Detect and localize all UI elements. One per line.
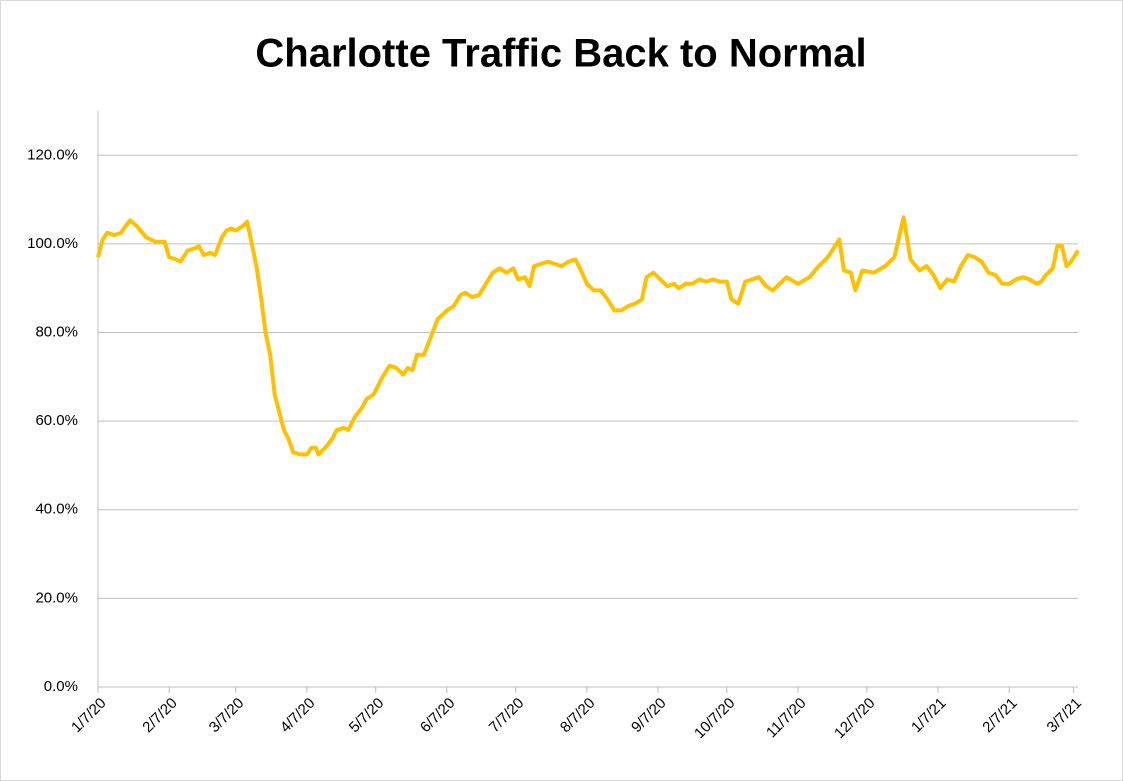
y-tick-label: 60.0% <box>35 412 78 429</box>
chart-title: Charlotte Traffic Back to Normal <box>255 32 866 76</box>
y-tick-label: 120.0% <box>27 146 78 163</box>
y-tick-label: 80.0% <box>35 324 78 341</box>
y-tick-label: 20.0% <box>35 589 78 606</box>
y-tick-label: 0.0% <box>44 678 78 695</box>
line <box>96 215 1080 457</box>
y-tick-label: 100.0% <box>27 235 78 252</box>
y-tick-label: 40.0% <box>35 501 78 518</box>
